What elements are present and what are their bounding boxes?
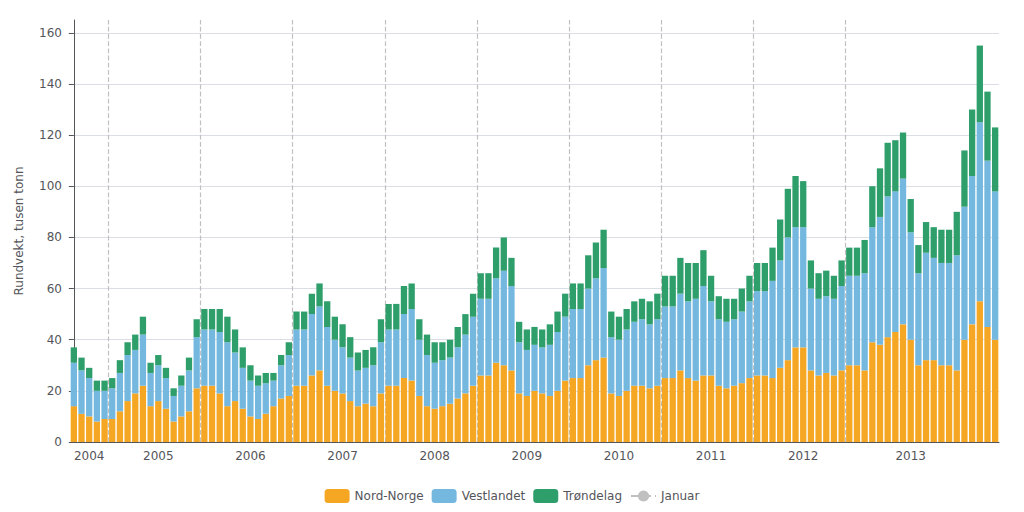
svg-text:160: 160: [39, 26, 62, 40]
svg-text:100: 100: [39, 179, 62, 193]
svg-text:2008: 2008: [419, 449, 450, 463]
svg-text:140: 140: [39, 77, 62, 91]
svg-text:Nord-Norge: Nord-Norge: [355, 489, 424, 503]
svg-text:Rundvekt, tusen tonn: Rundvekt, tusen tonn: [12, 166, 26, 295]
svg-text:2010: 2010: [604, 449, 635, 463]
svg-text:20: 20: [47, 384, 62, 398]
svg-text:2012: 2012: [788, 449, 819, 463]
svg-text:2004: 2004: [74, 449, 105, 463]
svg-text:40: 40: [47, 333, 62, 347]
svg-text:2006: 2006: [235, 449, 266, 463]
svg-text:Vestlandet: Vestlandet: [462, 489, 526, 503]
svg-text:60: 60: [47, 282, 62, 296]
svg-text:0: 0: [54, 435, 62, 449]
svg-text:Januar: Januar: [660, 489, 699, 503]
svg-text:2007: 2007: [327, 449, 358, 463]
svg-text:120: 120: [39, 128, 62, 142]
svg-text:2013: 2013: [895, 449, 926, 463]
svg-text:2011: 2011: [696, 449, 727, 463]
svg-text:Trøndelag: Trøndelag: [562, 489, 622, 503]
svg-text:80: 80: [47, 230, 62, 244]
svg-text:2009: 2009: [512, 449, 543, 463]
svg-text:2005: 2005: [143, 449, 174, 463]
